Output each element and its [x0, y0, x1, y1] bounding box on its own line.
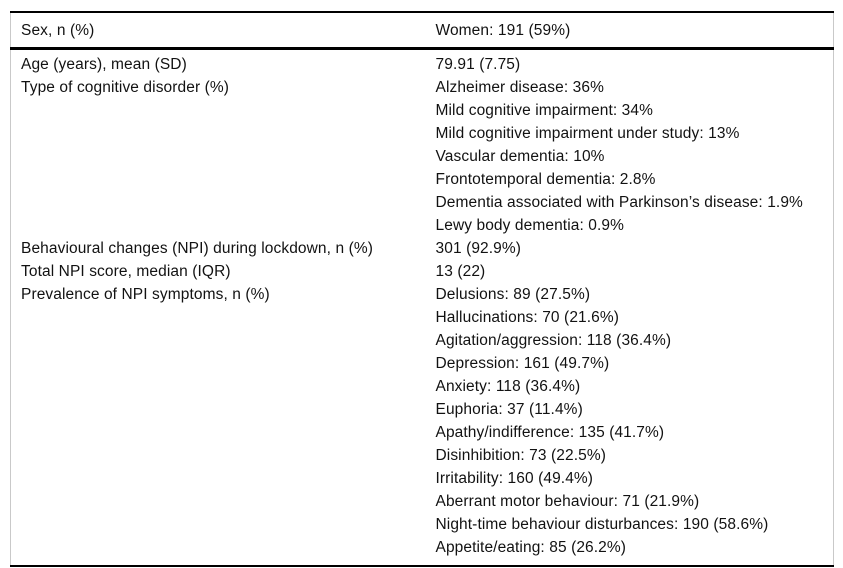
value-line: 79.91 (7.75): [435, 56, 521, 73]
value-line: Delusions: 89 (27.5%): [435, 286, 591, 303]
value-line: Lewy body dementia: 0.9%: [435, 217, 625, 234]
value-line: 13 (22): [435, 263, 486, 280]
value-line: Dementia associated with Parkinson’s dis…: [435, 194, 803, 211]
row-label: Total NPI score, median (IQR): [21, 263, 231, 280]
table-row: Total NPI score, median (IQR) 13 (22): [11, 260, 834, 283]
value-line: Disinhibition: 73 (22.5%): [435, 447, 607, 464]
patient-characteristics-table: Sex, n (%) Women: 191 (59%) Age (years),…: [10, 11, 834, 567]
table-row: Sex, n (%) Women: 191 (59%): [10, 12, 834, 49]
table-row: Type of cognitive disorder (%) Alzheimer…: [11, 76, 834, 237]
value-line: Vascular dementia: 10%: [435, 148, 605, 165]
value-line: Alzheimer disease: 36%: [435, 79, 604, 96]
row-label: Behavioural changes (NPI) during lockdow…: [21, 240, 373, 257]
row-value: 79.91 (7.75): [426, 49, 834, 77]
row-value: Delusions: 89 (27.5%) Hallucinations: 70…: [426, 283, 834, 566]
row-label: Prevalence of NPI symptoms, n (%): [21, 286, 270, 303]
value-line: Frontotemporal dementia: 2.8%: [435, 171, 656, 188]
value-line: Irritability: 160 (49.4%): [435, 470, 594, 487]
row-value: Women: 191 (59%): [435, 22, 571, 39]
paper-table-page: Sex, n (%) Women: 191 (59%) Age (years),…: [0, 11, 843, 568]
table-row: Age (years), mean (SD) 79.91 (7.75): [11, 49, 834, 77]
value-line: Mild cognitive impairment under study: 1…: [435, 125, 740, 142]
row-value: 301 (92.9%): [426, 237, 834, 260]
value-line: Depression: 161 (49.7%): [435, 355, 610, 372]
value-line: 301 (92.9%): [435, 240, 522, 257]
value-line: Agitation/aggression: 118 (36.4%): [435, 332, 672, 349]
row-value: Alzheimer disease: 36% Mild cognitive im…: [426, 76, 834, 237]
table-row: Behavioural changes (NPI) during lockdow…: [11, 237, 834, 260]
table-row: Prevalence of NPI symptoms, n (%) Delusi…: [11, 283, 834, 566]
value-line: Hallucinations: 70 (21.6%): [435, 309, 620, 326]
value-line: Apathy/indifference: 135 (41.7%): [435, 424, 665, 441]
row-value: 13 (22): [426, 260, 834, 283]
value-line: Aberrant motor behaviour: 71 (21.9%): [435, 493, 700, 510]
value-line: Mild cognitive impairment: 34%: [435, 102, 654, 119]
row-label: Sex, n (%): [21, 22, 95, 39]
value-line: Anxiety: 118 (36.4%): [435, 378, 581, 395]
value-line: Euphoria: 37 (11.4%): [435, 401, 583, 418]
row-label: Age (years), mean (SD): [21, 56, 187, 73]
value-line: Appetite/eating: 85 (26.2%): [435, 539, 627, 556]
value-line: Night-time behaviour disturbances: 190 (…: [435, 516, 769, 533]
row-label: Type of cognitive disorder (%): [21, 79, 230, 96]
